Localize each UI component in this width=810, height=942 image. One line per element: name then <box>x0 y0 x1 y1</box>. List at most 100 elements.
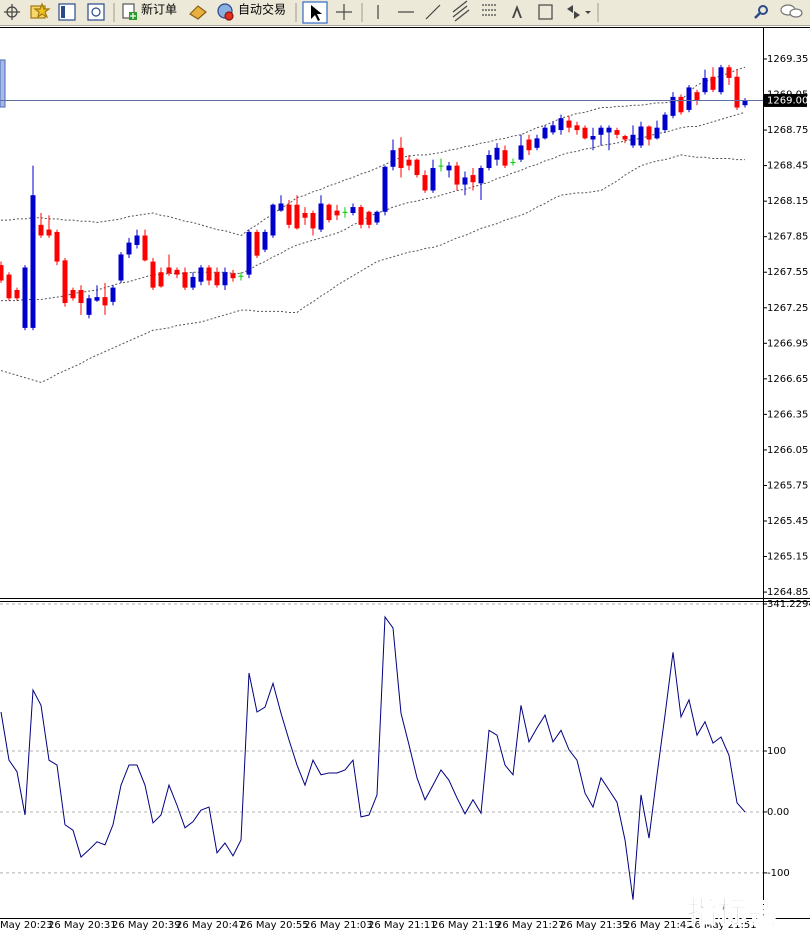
candle-body <box>46 229 52 236</box>
candle-body <box>574 125 580 131</box>
axes: 1269.351269.051268.751268.451268.151267.… <box>48 54 810 931</box>
y-tick-label: 1269.35 <box>767 54 808 65</box>
candle-body <box>94 297 100 301</box>
candle-body <box>446 165 452 171</box>
candle-body <box>142 235 148 261</box>
candle-body <box>86 298 92 315</box>
candle-body <box>662 114 668 131</box>
label-tool[interactable] <box>538 4 553 20</box>
price-pane <box>0 64 763 383</box>
candle-body <box>230 273 236 279</box>
crosshair-button[interactable] <box>4 4 20 20</box>
y-tick-label: 1266.95 <box>767 338 808 349</box>
candle-body <box>150 261 156 288</box>
candle-body <box>310 212 316 229</box>
candle-body <box>430 167 436 191</box>
chat-button[interactable] <box>780 4 803 18</box>
candle-body <box>646 126 652 140</box>
candle-body <box>38 224 44 236</box>
candle-body <box>246 231 252 275</box>
y-tick-label: 1267.55 <box>767 267 808 278</box>
auto-trading-button[interactable] <box>217 3 234 21</box>
x-tick-label: 26 May 21:27 <box>496 920 565 931</box>
candle-body <box>622 135 628 140</box>
candle-body <box>22 267 28 328</box>
candle-body <box>62 260 68 304</box>
history-button[interactable] <box>189 5 207 20</box>
candle-body <box>702 77 708 93</box>
candle-body <box>598 127 604 135</box>
candle-body <box>654 127 660 139</box>
candle-body <box>422 175 428 191</box>
auto-trading-label[interactable]: 自动交易 <box>238 2 286 17</box>
x-tick-label: 26 May 21:51 <box>688 920 757 931</box>
y-tick-label: 100 <box>767 746 786 757</box>
favorites-button[interactable] <box>30 2 51 19</box>
y-tick-label: 1265.75 <box>767 480 808 491</box>
x-tick-label: 26 May 21:43 <box>624 920 693 931</box>
candle-body <box>166 267 172 274</box>
candle-body <box>414 159 420 176</box>
candle-body <box>302 212 308 218</box>
candle-body <box>222 272 228 286</box>
candle-body <box>494 147 500 160</box>
current-price-tag <box>764 93 807 107</box>
candle-body <box>526 139 532 151</box>
toolbar <box>0 0 810 26</box>
candle-body <box>254 231 260 256</box>
candle-body <box>198 267 204 282</box>
candle-body <box>550 125 556 133</box>
y-tick-label: 0.00 <box>767 807 789 818</box>
candle-body <box>694 92 700 101</box>
text-tool[interactable] <box>512 5 522 18</box>
y-tick-label: 1267.25 <box>767 303 808 314</box>
candle-body <box>686 87 692 110</box>
new-order-button[interactable] <box>122 3 137 20</box>
new-order-label[interactable]: 新订单 <box>141 2 177 17</box>
candle-body <box>14 289 20 299</box>
candle-body <box>182 272 188 288</box>
navigator-button[interactable] <box>87 3 105 21</box>
bollinger-band <box>1 66 746 237</box>
cursor-icon <box>311 5 322 21</box>
candle-body <box>54 231 60 262</box>
arrows-tool[interactable] <box>567 5 591 19</box>
data-window-button[interactable] <box>58 3 76 21</box>
fibonacci-tool[interactable] <box>482 4 496 16</box>
x-tick-label: 26 May 21:11 <box>368 920 437 931</box>
candle-body <box>462 177 468 185</box>
x-tick-label: 26 May 20:39 <box>112 920 181 931</box>
candle-body <box>718 67 724 93</box>
candle-body <box>638 126 644 146</box>
y-tick-label: -100 <box>767 868 790 879</box>
candle-body <box>126 242 132 255</box>
candle-body <box>366 211 372 225</box>
candle-body <box>118 254 124 281</box>
candle-body <box>590 135 596 140</box>
candle-body <box>582 127 588 139</box>
candle-body <box>238 275 244 277</box>
y-tick-label: 1267.85 <box>767 232 808 243</box>
current-price-label: 1269.00 <box>767 95 808 106</box>
candle-body <box>630 134 636 146</box>
candle-body <box>614 130 620 135</box>
y-tick-label: 1268.15 <box>767 196 808 207</box>
search-button[interactable] <box>754 5 768 19</box>
candle-body <box>502 150 508 166</box>
x-tick-label: 26 May 20:31 <box>48 920 117 931</box>
channel-tool[interactable] <box>452 0 470 22</box>
candle-body <box>70 289 76 299</box>
candle-body <box>286 204 292 225</box>
crosshair-tool-button[interactable] <box>336 4 352 20</box>
trendline-tool[interactable] <box>425 4 441 20</box>
candle-body <box>678 96 684 113</box>
candle-body <box>566 120 572 128</box>
candle-body <box>390 150 396 167</box>
candle-body <box>670 96 676 116</box>
candle-body <box>30 195 36 328</box>
candle-body <box>518 145 524 160</box>
candle-body <box>358 207 364 225</box>
candle-body <box>326 204 332 221</box>
candle-body <box>438 165 444 167</box>
